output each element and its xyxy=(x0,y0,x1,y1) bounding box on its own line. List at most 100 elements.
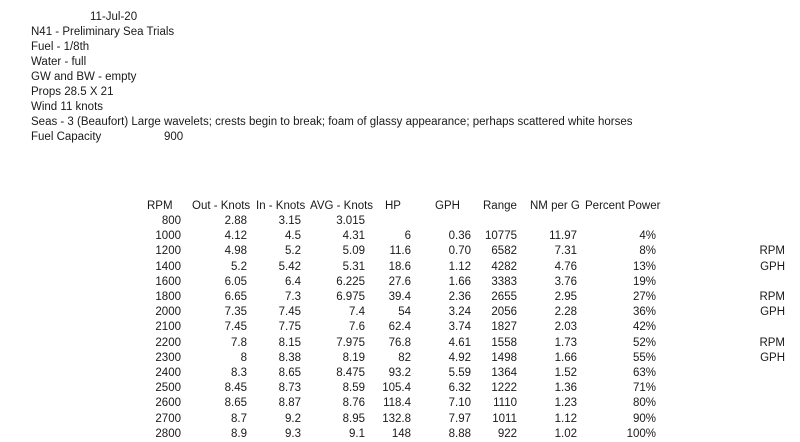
cell-avg-knots: 3.015 xyxy=(336,215,365,227)
fuel-capacity-label: Fuel Capacity xyxy=(31,131,102,143)
cell-in-knots: 7.3 xyxy=(285,291,301,303)
header-nm-per-g: NM per G xyxy=(530,200,580,212)
cell-hp: 82 xyxy=(398,352,411,364)
cell-rpm: 2100 xyxy=(155,321,181,333)
cell-side-label: GPH xyxy=(760,352,785,364)
cell-out-knots: 8.45 xyxy=(224,382,247,394)
cell-avg-knots: 5.09 xyxy=(342,245,365,257)
cell-gph: 2.36 xyxy=(448,291,471,303)
cell-hp: 148 xyxy=(391,428,411,440)
cell-avg-knots: 8.19 xyxy=(342,352,365,364)
cell-range: 1110 xyxy=(493,397,517,409)
cell-in-knots: 9.3 xyxy=(285,428,301,440)
cell-range: 1364 xyxy=(491,367,517,379)
props-cell: Props 28.5 X 21 xyxy=(31,86,114,98)
cell-percent-power: 42% xyxy=(632,321,656,333)
cell-nm-per-g: 2.95 xyxy=(554,291,577,303)
cell-rpm: 2300 xyxy=(155,352,181,364)
cell-gph: 7.97 xyxy=(448,413,471,425)
cell-rpm: 2500 xyxy=(155,382,181,394)
cell-rpm: 1000 xyxy=(155,230,181,242)
title-cell: N41 - Preliminary Sea Trials xyxy=(31,26,175,38)
cell-range: 3383 xyxy=(491,276,517,288)
fuel-capacity-value: 900 xyxy=(164,131,184,143)
cell-avg-knots: 9.1 xyxy=(349,428,365,440)
cell-rpm: 2200 xyxy=(155,337,181,349)
cell-out-knots: 4.98 xyxy=(224,245,247,257)
cell-in-knots: 8.15 xyxy=(278,337,301,349)
cell-nm-per-g: 4.76 xyxy=(554,261,577,273)
cell-nm-per-g: 1.36 xyxy=(554,382,577,394)
cell-range: 2655 xyxy=(491,291,517,303)
cell-in-knots: 7.45 xyxy=(278,306,301,318)
cell-range: 1011 xyxy=(492,413,517,425)
cell-percent-power: 27% xyxy=(632,291,656,303)
cell-nm-per-g: 11.97 xyxy=(549,230,577,242)
cell-in-knots: 5.2 xyxy=(285,245,301,257)
cell-gph: 3.24 xyxy=(448,306,471,318)
header-in-knots: In - Knots xyxy=(256,200,306,212)
cell-range: 4282 xyxy=(491,261,517,273)
cell-percent-power: 55% xyxy=(632,352,656,364)
cell-nm-per-g: 2.28 xyxy=(554,306,577,318)
fuel-cell: Fuel - 1/8th xyxy=(31,41,90,53)
cell-rpm: 1800 xyxy=(155,291,181,303)
cell-gph: 0.36 xyxy=(448,230,471,242)
cell-rpm: 1400 xyxy=(155,261,181,273)
cell-in-knots: 6.4 xyxy=(285,276,301,288)
cell-avg-knots: 5.31 xyxy=(342,261,365,273)
cell-in-knots: 4.5 xyxy=(285,230,301,242)
cell-out-knots: 7.35 xyxy=(224,306,247,318)
cell-range: 1222 xyxy=(491,382,517,394)
cell-gph: 4.61 xyxy=(448,337,471,349)
cell-out-knots: 5.2 xyxy=(231,261,247,273)
seas-cell: Seas - 3 (Beaufort) Large wavelets; cres… xyxy=(31,116,633,128)
header-hp: HP xyxy=(385,200,401,212)
cell-gph: 6.32 xyxy=(448,382,471,394)
header-range: Range xyxy=(483,200,517,212)
cell-range: 922 xyxy=(497,428,517,440)
cell-hp: 132.8 xyxy=(382,413,411,425)
cell-avg-knots: 7.6 xyxy=(349,321,365,333)
cell-nm-per-g: 1.73 xyxy=(554,337,577,349)
cell-avg-knots: 6.225 xyxy=(336,276,365,288)
cell-range: 2056 xyxy=(491,306,517,318)
cell-rpm: 2600 xyxy=(155,397,181,409)
cell-hp: 11.6 xyxy=(389,245,411,257)
cell-range: 10775 xyxy=(485,230,517,242)
water-cell: Water - full xyxy=(31,56,87,68)
cell-range: 1827 xyxy=(491,321,517,333)
cell-nm-per-g: 1.02 xyxy=(554,428,577,440)
cell-out-knots: 6.05 xyxy=(224,276,247,288)
cell-rpm: 2400 xyxy=(155,367,181,379)
cell-hp: 118.4 xyxy=(383,397,411,409)
cell-percent-power: 36% xyxy=(632,306,656,318)
cell-side-label: RPM xyxy=(759,291,785,303)
cell-out-knots: 8.9 xyxy=(231,428,247,440)
tanks-cell: GW and BW - empty xyxy=(31,71,137,83)
cell-hp: 18.6 xyxy=(388,261,411,273)
cell-in-knots: 9.2 xyxy=(285,413,301,425)
cell-percent-power: 13% xyxy=(632,261,656,273)
cell-nm-per-g: 2.03 xyxy=(554,321,577,333)
cell-percent-power: 19% xyxy=(632,276,656,288)
cell-percent-power: 52% xyxy=(632,337,656,349)
cell-hp: 93.2 xyxy=(388,367,411,379)
cell-out-knots: 8.65 xyxy=(224,397,247,409)
cell-percent-power: 63% xyxy=(632,367,656,379)
cell-rpm: 2800 xyxy=(155,428,181,440)
cell-out-knots: 6.65 xyxy=(224,291,247,303)
cell-avg-knots: 7.4 xyxy=(349,306,365,318)
cell-out-knots: 8.3 xyxy=(231,367,247,379)
cell-gph: 1.12 xyxy=(448,261,471,273)
cell-nm-per-g: 1.52 xyxy=(554,367,577,379)
cell-side-label: GPH xyxy=(760,306,785,318)
header-avg-knots: AVG - Knots xyxy=(310,200,374,212)
cell-avg-knots: 4.31 xyxy=(342,230,365,242)
cell-hp: 105.4 xyxy=(382,382,411,394)
cell-out-knots: 2.88 xyxy=(224,215,247,227)
cell-in-knots: 7.75 xyxy=(278,321,301,333)
cell-gph: 4.92 xyxy=(448,352,471,364)
cell-nm-per-g: 1.66 xyxy=(554,352,577,364)
